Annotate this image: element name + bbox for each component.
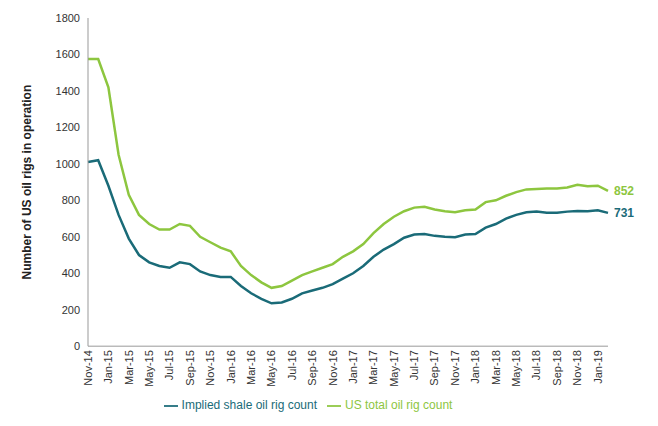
svg-text:May-18: May-18 [510, 350, 522, 387]
svg-text:200: 200 [62, 304, 80, 316]
svg-text:800: 800 [62, 194, 80, 206]
svg-text:Mar-17: Mar-17 [367, 350, 379, 385]
svg-text:1800: 1800 [56, 12, 80, 24]
svg-text:Number of US oil rigs in opera: Number of US oil rigs in operation [20, 85, 34, 280]
svg-text:May-15: May-15 [143, 350, 155, 387]
svg-text:Jan-18: Jan-18 [469, 350, 481, 384]
svg-text:Nov-16: Nov-16 [327, 350, 339, 385]
svg-text:Jan-19: Jan-19 [592, 350, 604, 384]
svg-text:Nov-17: Nov-17 [449, 350, 461, 385]
svg-text:1200: 1200 [56, 121, 80, 133]
svg-text:1000: 1000 [56, 158, 80, 170]
svg-text:Jan-17: Jan-17 [347, 350, 359, 384]
svg-text:852: 852 [614, 184, 634, 198]
svg-text:Mar-15: Mar-15 [123, 350, 135, 385]
svg-text:Jul-16: Jul-16 [286, 350, 298, 380]
svg-text:Mar-16: Mar-16 [245, 350, 257, 385]
svg-text:Nov-18: Nov-18 [571, 350, 583, 385]
svg-text:Jul-18: Jul-18 [530, 350, 542, 380]
html-text:Implied shale oil rig count: Implied shale oil rig count [181, 398, 317, 413]
svg-text:Mar-18: Mar-18 [490, 350, 502, 385]
svg-text:Sep-17: Sep-17 [428, 350, 440, 385]
svg-text:1600: 1600 [56, 48, 80, 60]
html-text:US total oil rig count: US total oil rig count [345, 398, 453, 413]
svg-text:Nov-15: Nov-15 [204, 350, 216, 385]
svg-text:Nov-14: Nov-14 [82, 350, 94, 385]
svg-text:731: 731 [614, 206, 634, 220]
svg-text:0: 0 [74, 340, 80, 352]
svg-text:Jul-15: Jul-15 [163, 350, 175, 380]
svg-text:1400: 1400 [56, 85, 80, 97]
svg-text:Sep-18: Sep-18 [551, 350, 563, 385]
svg-text:Sep-16: Sep-16 [306, 350, 318, 385]
svg-text:May-17: May-17 [388, 350, 400, 387]
svg-text:Jul-17: Jul-17 [408, 350, 420, 380]
svg-text:Jan-16: Jan-16 [225, 350, 237, 384]
svg-text:May-16: May-16 [265, 350, 277, 387]
svg-text:600: 600 [62, 231, 80, 243]
svg-text:Sep-15: Sep-15 [184, 350, 196, 385]
svg-text:Jan-15: Jan-15 [102, 350, 114, 384]
svg-text:400: 400 [62, 267, 80, 279]
